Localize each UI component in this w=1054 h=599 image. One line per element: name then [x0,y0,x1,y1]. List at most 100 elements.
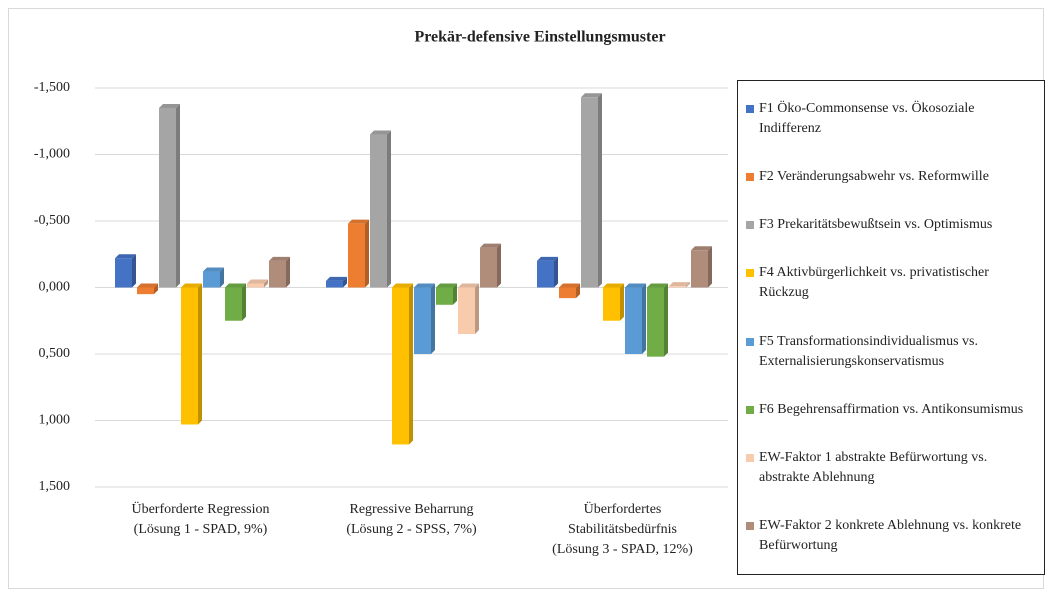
legend-label: EW-Faktor 2 konkrete Ablehnung vs. konkr… [759,517,1022,553]
bar-top [181,283,202,288]
bar [691,250,708,288]
bar [414,287,431,354]
bar-side [242,283,246,321]
bar-side [154,283,158,295]
bar-side [132,254,136,288]
legend: F1 Öko-Commonsense vs. Ökosoziale Indiff… [737,80,1045,575]
bar [581,97,598,288]
bar-side [475,283,479,335]
bar [269,260,286,288]
bar [137,287,154,295]
bar-top [326,276,347,281]
legend-label: EW-Faktor 1 abstrakte Befürwortung vs. a… [759,449,988,485]
x-tick-label: Regressive Beharrung (Lösung 2 - SPSS, 7%… [346,502,477,537]
bar-top [348,219,369,224]
bar [225,287,242,321]
bar-side [286,256,290,288]
bar [392,287,409,445]
bar-side [198,283,202,425]
bar-side [220,267,224,288]
y-tick-label: -1,000 [34,147,70,162]
legend-label: F4 Aktivbürgerlichkeit vs. privatistisch… [759,265,989,301]
bar-top [559,283,580,288]
bar-top [159,103,180,108]
y-tick-label: 0,000 [39,280,71,295]
bar [603,287,620,321]
legend-swatch [746,521,754,530]
bar-top [669,282,690,287]
bar [559,287,576,299]
bar-top [537,256,558,261]
bar-top [603,283,624,288]
legend-label: F5 Transformationsindividualismus vs. Ex… [759,333,978,369]
bar-top [115,254,136,259]
bar-top [691,246,712,251]
bar-side [664,283,668,357]
bar [436,287,453,305]
legend-label: F2 Veränderungsabwehr vs. Reformwille [759,169,989,185]
bar-top [647,283,668,288]
bar-side [554,256,558,288]
bar-top [480,243,501,248]
bar-side [576,283,580,299]
y-tick-label: 1,000 [39,413,71,428]
legend-label: F1 Öko-Commonsense vs. Ökosoziale Indiff… [759,101,975,137]
bar-side [343,276,347,288]
bar-side [620,283,624,321]
legend-item: F6 Begehrensaffirmation vs. Antikonsumis… [746,400,1038,420]
bar [181,287,198,425]
legend-swatch [746,221,754,230]
bar-side [264,279,268,288]
chart-title: Prekär-defensive Einstellungsmuster [414,29,665,46]
bar-top [581,93,602,98]
x-tick-label: Überforderte Regression (Lösung 1 - SPAD,… [131,500,269,537]
legend-item: F5 Transformationsindividualismus vs. Ex… [746,332,1038,372]
legend-swatch [746,453,754,462]
legend-swatch [746,105,754,114]
bar [115,258,132,288]
bar-side [497,243,501,288]
bar-top [247,279,268,284]
bar-top [225,283,246,288]
bar-side [642,283,646,354]
legend-item: F4 Aktivbürgerlichkeit vs. privatistisch… [746,263,1038,303]
bar-top [370,130,391,135]
bar-side [453,283,457,305]
bar-side [598,93,602,288]
bar [458,287,475,335]
bar [480,247,497,288]
bar-top [203,267,224,272]
bar [203,271,220,288]
legend-item: F2 Veränderungsabwehr vs. Reformwille [746,167,1038,187]
bar [348,223,365,288]
bar [370,134,387,288]
bar-side [176,103,180,288]
legend-label: F6 Begehrensaffirmation vs. Antikonsumis… [759,401,1024,417]
bar-side [387,130,391,288]
bar-side [409,283,413,445]
y-tick-label: -1,500 [34,80,70,95]
bar-side [431,283,435,354]
bar-top [414,283,435,288]
y-tick-label: -0,500 [34,213,70,228]
bar [537,260,554,288]
y-tick-label: 0,500 [39,346,71,361]
bar [247,283,264,288]
bar [159,107,176,288]
x-tick-label: Überfordertes Stabilitätsbedürfnis (Lösung… [552,500,693,557]
legend-swatch [746,269,754,278]
legend-label: F3 Prekaritätsbewußtsein vs. Optimismus [759,217,993,233]
bar-side [708,246,712,288]
legend-item: EW-Faktor 2 konkrete Ablehnung vs. konkr… [746,516,1038,556]
bar-side [686,282,690,288]
bar [625,287,642,354]
legend-item: F3 Prekaritätsbewußtsein vs. Optimismus [746,215,1038,235]
bar-side [365,219,369,288]
legend-swatch [746,173,754,182]
legend-swatch [746,405,754,414]
legend-item: F1 Öko-Commonsense vs. Ökosoziale Indiff… [746,99,1038,139]
bar-top [625,283,646,288]
bar [669,286,686,288]
